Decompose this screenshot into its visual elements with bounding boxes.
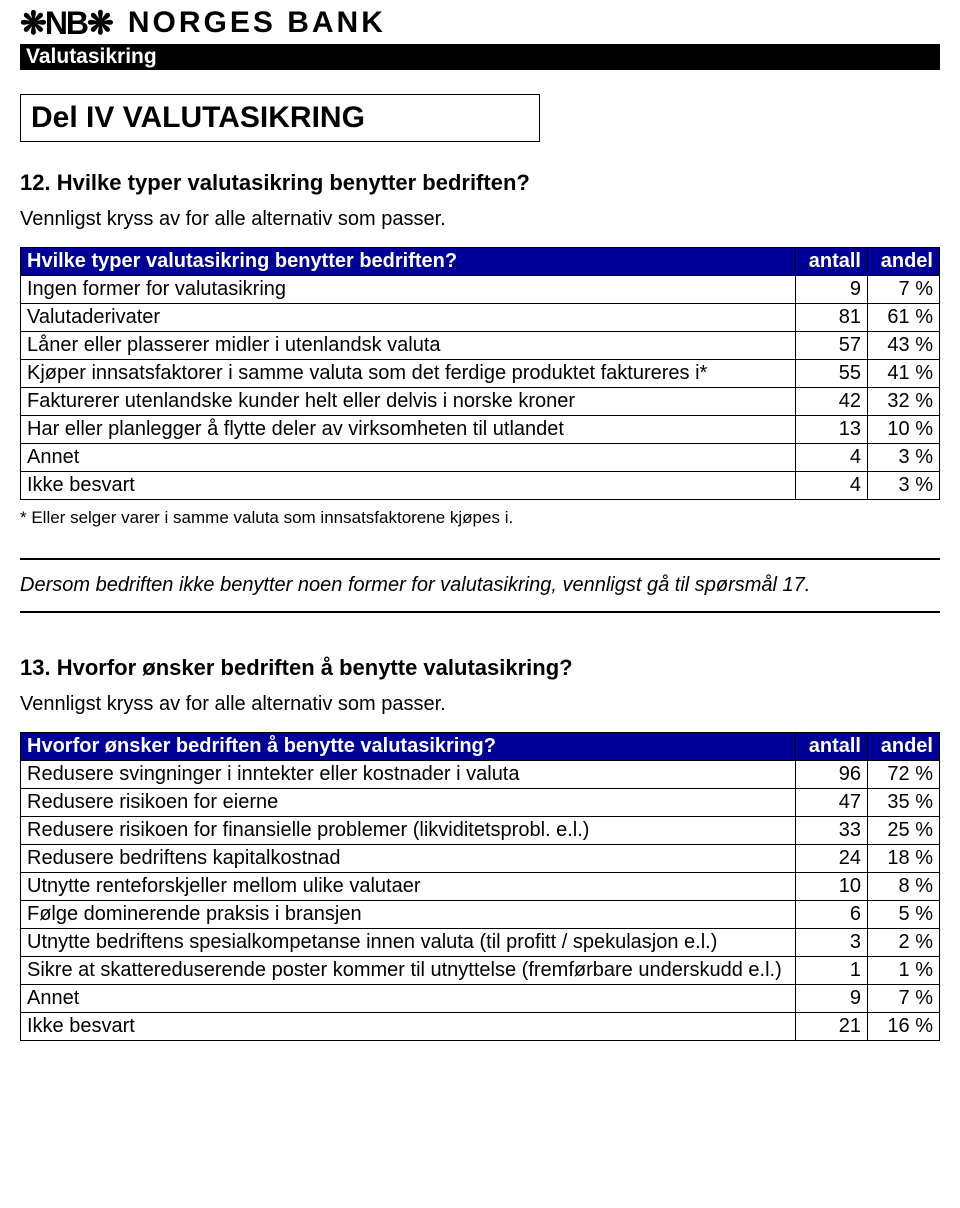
table-row: Fakturerer utenlandske kunder helt eller…: [21, 388, 940, 416]
row-antall: 42: [796, 388, 868, 416]
row-andel: 16 %: [868, 1013, 940, 1041]
table-q12: Hvilke typer valutasikring benytter bedr…: [20, 247, 940, 500]
row-andel: 18 %: [868, 845, 940, 873]
t13-header-label: Hvorfor ønsker bedriften å benytte valut…: [21, 733, 796, 761]
row-label: Sikre at skattereduserende poster kommer…: [21, 957, 796, 985]
table-row: Ingen former for valutasikring97 %: [21, 276, 940, 304]
skip-note: Dersom bedriften ikke benytter noen form…: [20, 564, 940, 607]
table-row: Sikre at skattereduserende poster kommer…: [21, 957, 940, 985]
row-andel: 3 %: [868, 472, 940, 500]
divider-top: [20, 558, 940, 560]
row-andel: 1 %: [868, 957, 940, 985]
t12-header-andel: andel: [868, 248, 940, 276]
row-andel: 41 %: [868, 360, 940, 388]
row-antall: 3: [796, 929, 868, 957]
logo-symbol: ❋NB❋: [20, 4, 112, 42]
row-andel: 3 %: [868, 444, 940, 472]
row-label: Fakturerer utenlandske kunder helt eller…: [21, 388, 796, 416]
table-row: Har eller planlegger å flytte deler av v…: [21, 416, 940, 444]
row-label: Utnytte renteforskjeller mellom ulike va…: [21, 873, 796, 901]
row-antall: 10: [796, 873, 868, 901]
row-andel: 32 %: [868, 388, 940, 416]
table-row: Utnytte bedriftens spesialkompetanse inn…: [21, 929, 940, 957]
row-label: Ikke besvart: [21, 1013, 796, 1041]
row-antall: 47: [796, 789, 868, 817]
row-andel: 10 %: [868, 416, 940, 444]
row-label: Redusere risikoen for finansielle proble…: [21, 817, 796, 845]
row-antall: 33: [796, 817, 868, 845]
row-antall: 21: [796, 1013, 868, 1041]
row-andel: 25 %: [868, 817, 940, 845]
row-andel: 7 %: [868, 276, 940, 304]
row-andel: 2 %: [868, 929, 940, 957]
row-label: Redusere svingninger i inntekter eller k…: [21, 761, 796, 789]
q12-heading: 12. Hvilke typer valutasikring benytter …: [20, 170, 940, 196]
table-row: Redusere bedriftens kapitalkostnad2418 %: [21, 845, 940, 873]
t13-header-andel: andel: [868, 733, 940, 761]
table-row: Ikke besvart2116 %: [21, 1013, 940, 1041]
row-andel: 5 %: [868, 901, 940, 929]
table-row: Valutaderivater8161 %: [21, 304, 940, 332]
t12-header-antall: antall: [796, 248, 868, 276]
table-row: Redusere risikoen for finansielle proble…: [21, 817, 940, 845]
row-antall: 81: [796, 304, 868, 332]
row-label: Følge dominerende praksis i bransjen: [21, 901, 796, 929]
row-label: Utnytte bedriftens spesialkompetanse inn…: [21, 929, 796, 957]
row-antall: 4: [796, 472, 868, 500]
row-antall: 1: [796, 957, 868, 985]
q12-sub: Vennligst kryss av for alle alternativ s…: [20, 208, 940, 231]
row-andel: 72 %: [868, 761, 940, 789]
q12-footnote: * Eller selger varer i samme valuta som …: [20, 508, 940, 528]
row-label: Annet: [21, 985, 796, 1013]
row-label: Redusere risikoen for eierne: [21, 789, 796, 817]
row-label: Ikke besvart: [21, 472, 796, 500]
table-row: Følge dominerende praksis i bransjen65 %: [21, 901, 940, 929]
row-antall: 96: [796, 761, 868, 789]
table-row: Annet97 %: [21, 985, 940, 1013]
row-antall: 9: [796, 276, 868, 304]
row-label: Annet: [21, 444, 796, 472]
row-antall: 57: [796, 332, 868, 360]
row-label: Kjøper innsatsfaktorer i samme valuta so…: [21, 360, 796, 388]
logo: ❋NB❋ NORGES BANK: [20, 0, 940, 44]
q13-heading: 13. Hvorfor ønsker bedriften å benytte v…: [20, 655, 940, 681]
table-row: Annet43 %: [21, 444, 940, 472]
row-antall: 24: [796, 845, 868, 873]
row-andel: 7 %: [868, 985, 940, 1013]
row-antall: 9: [796, 985, 868, 1013]
row-label: Ingen former for valutasikring: [21, 276, 796, 304]
table-row: Ikke besvart43 %: [21, 472, 940, 500]
row-antall: 13: [796, 416, 868, 444]
section-bar: Valutasikring: [20, 44, 940, 70]
row-antall: 55: [796, 360, 868, 388]
page-title: Del IV VALUTASIKRING: [20, 94, 540, 142]
t13-header-antall: antall: [796, 733, 868, 761]
table-row: Redusere svingninger i inntekter eller k…: [21, 761, 940, 789]
table-row: Utnytte renteforskjeller mellom ulike va…: [21, 873, 940, 901]
row-andel: 43 %: [868, 332, 940, 360]
row-label: Valutaderivater: [21, 304, 796, 332]
row-antall: 4: [796, 444, 868, 472]
table-row: Redusere risikoen for eierne4735 %: [21, 789, 940, 817]
q13-sub: Vennligst kryss av for alle alternativ s…: [20, 693, 940, 716]
row-label: Låner eller plasserer midler i utenlands…: [21, 332, 796, 360]
logo-text: NORGES BANK: [128, 6, 386, 40]
table-row: Låner eller plasserer midler i utenlands…: [21, 332, 940, 360]
row-label: Redusere bedriftens kapitalkostnad: [21, 845, 796, 873]
t12-header-label: Hvilke typer valutasikring benytter bedr…: [21, 248, 796, 276]
row-andel: 61 %: [868, 304, 940, 332]
table-row: Kjøper innsatsfaktorer i samme valuta so…: [21, 360, 940, 388]
row-label: Har eller planlegger å flytte deler av v…: [21, 416, 796, 444]
table-q13: Hvorfor ønsker bedriften å benytte valut…: [20, 732, 940, 1041]
row-andel: 8 %: [868, 873, 940, 901]
row-andel: 35 %: [868, 789, 940, 817]
row-antall: 6: [796, 901, 868, 929]
divider-bottom: [20, 611, 940, 613]
